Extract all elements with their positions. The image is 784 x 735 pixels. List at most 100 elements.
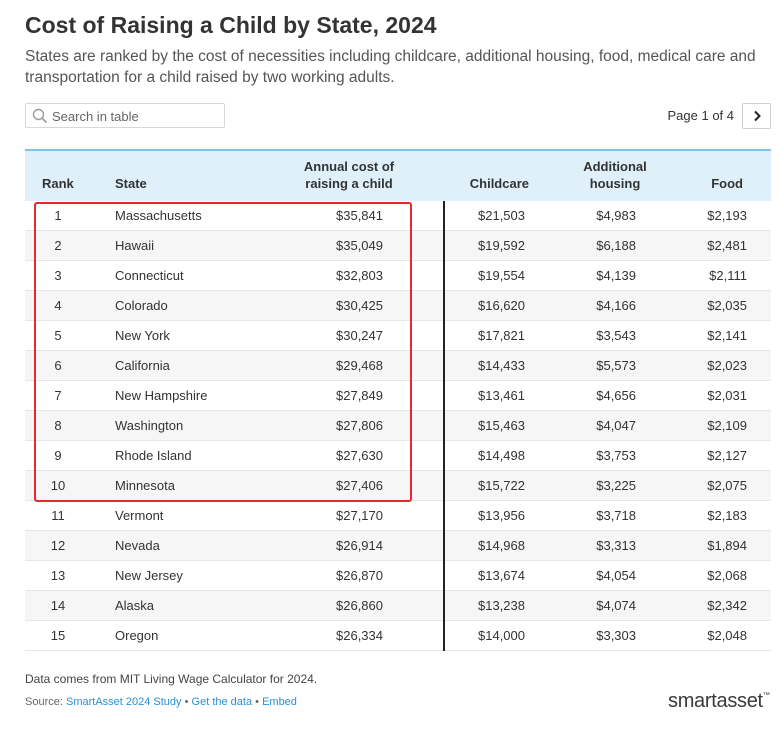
search-input[interactable] xyxy=(52,107,222,125)
column-header-rank[interactable]: Rank xyxy=(42,176,74,191)
cell-additional-housing: $4,139 xyxy=(571,268,636,283)
cell-food: $2,048 xyxy=(685,628,747,643)
cell-annual-cost: $27,849 xyxy=(315,388,383,403)
cell-annual-cost-text: $35,049 xyxy=(336,238,383,253)
source-separator: • xyxy=(184,696,189,708)
get-data-link[interactable]: Get the data xyxy=(191,696,253,708)
cell-childcare-text: $17,821 xyxy=(478,328,525,343)
cell-annual-cost: $27,630 xyxy=(315,448,383,463)
column-header-food[interactable]: Food xyxy=(711,176,743,191)
source-study-link[interactable]: SmartAsset 2024 Study xyxy=(65,696,182,708)
cell-annual-cost: $30,247 xyxy=(315,328,383,343)
cell-childcare-text: $14,000 xyxy=(478,628,525,643)
cell-additional-housing-text: $3,718 xyxy=(596,508,636,523)
source-prefix: Source: xyxy=(25,696,63,708)
cell-state-text: Washington xyxy=(115,418,184,433)
table-row: 8 Washington $27,806 $15,463 $4,047 $2,109 xyxy=(25,411,771,441)
table-row: 5 New York $30,247 $17,821 $3,543 $2,141 xyxy=(25,321,771,351)
cell-childcare: $14,968 xyxy=(455,538,525,553)
cell-annual-cost-text: $29,468 xyxy=(336,358,383,373)
table-row: 1 Massachusetts $35,841 $21,503 $4,983 $2,193 xyxy=(25,201,771,231)
cell-additional-housing: $4,047 xyxy=(571,418,636,433)
logo-trademark: ™ xyxy=(762,692,770,699)
cell-annual-cost-text: $26,860 xyxy=(336,598,383,613)
cell-additional-housing-text: $3,303 xyxy=(596,628,636,643)
cell-food-text: $2,109 xyxy=(707,418,747,433)
cell-additional-housing: $3,313 xyxy=(571,538,636,553)
cell-state-text: Vermont xyxy=(115,508,164,523)
cell-childcare: $19,554 xyxy=(455,268,525,283)
cell-food-text: $2,075 xyxy=(707,478,747,493)
cell-rank-text: 15 xyxy=(50,628,66,643)
cell-childcare: $17,821 xyxy=(455,328,525,343)
cell-rank-text: 14 xyxy=(50,598,66,613)
cell-state-text: Oregon xyxy=(115,628,159,643)
cell-rank-text: 4 xyxy=(54,298,62,313)
cell-childcare-text: $15,722 xyxy=(478,478,525,493)
cell-rank-text: 2 xyxy=(54,238,62,253)
cell-state: Oregon xyxy=(115,628,158,643)
cell-state: Vermont xyxy=(115,508,163,523)
cell-additional-housing: $4,054 xyxy=(571,568,636,583)
cell-annual-cost-text: $30,247 xyxy=(336,328,383,343)
cell-food-text: $2,023 xyxy=(707,358,747,373)
cell-childcare-text: $19,592 xyxy=(478,238,525,253)
column-header-annual-cost[interactable]: Annual cost of raising a child xyxy=(303,159,395,191)
cell-state-text: Minnesota xyxy=(115,478,175,493)
cell-state: Nevada xyxy=(115,538,160,553)
search-box[interactable] xyxy=(25,103,225,128)
cell-rank-text: 6 xyxy=(54,358,62,373)
column-header-childcare[interactable]: Childcare xyxy=(469,176,529,191)
table-row: 7 New Hampshire $27,849 $13,461 $4,656 $2,031 xyxy=(25,381,771,411)
cell-additional-housing: $4,983 xyxy=(571,208,636,223)
cell-additional-housing: $3,225 xyxy=(571,478,636,493)
cell-annual-cost: $27,806 xyxy=(315,418,383,433)
table-row: 4 Colorado $30,425 $16,620 $4,166 $2,035 xyxy=(25,291,771,321)
cell-rank-text: 7 xyxy=(54,388,62,403)
cell-state: Washington xyxy=(115,418,183,433)
cell-childcare-text: $13,238 xyxy=(478,598,525,613)
cell-additional-housing: $3,718 xyxy=(571,508,636,523)
next-page-button[interactable] xyxy=(742,103,771,129)
cell-state-text: Colorado xyxy=(115,298,168,313)
embed-link[interactable]: Embed xyxy=(262,696,297,708)
cell-annual-cost: $26,860 xyxy=(315,598,383,613)
cell-childcare: $14,433 xyxy=(455,358,525,373)
cell-rank-text: 9 xyxy=(54,448,62,463)
cell-state: Rhode Island xyxy=(115,448,192,463)
cell-childcare: $14,498 xyxy=(455,448,525,463)
cell-state-text: New Jersey xyxy=(115,568,183,583)
logo-text: smartasset xyxy=(668,690,763,712)
cell-additional-housing-text: $4,166 xyxy=(596,298,636,313)
cell-food: $2,035 xyxy=(685,298,747,313)
cell-additional-housing-text: $3,225 xyxy=(596,478,636,493)
cell-state-text: Nevada xyxy=(115,538,160,553)
cell-food: $2,481 xyxy=(685,238,747,253)
cell-food: $2,068 xyxy=(685,568,747,583)
cell-additional-housing-text: $3,543 xyxy=(596,328,636,343)
cell-state: California xyxy=(115,358,170,373)
table-row: 14 Alaska $26,860 $13,238 $4,074 $2,342 xyxy=(25,591,771,621)
cell-childcare: $19,592 xyxy=(455,238,525,253)
cell-state: Hawaii xyxy=(115,238,154,253)
cell-food-text: $2,048 xyxy=(707,628,747,643)
cell-rank-text: 11 xyxy=(51,508,65,523)
cell-additional-housing-text: $4,139 xyxy=(596,268,636,283)
cell-state: New York xyxy=(115,328,170,343)
chevron-right-icon xyxy=(753,110,761,122)
cell-food: $2,127 xyxy=(685,448,747,463)
cell-state-text: New Hampshire xyxy=(115,388,208,403)
column-header-state[interactable]: State xyxy=(115,176,147,191)
cell-food: $2,111 xyxy=(685,268,747,283)
table-row: 3 Connecticut $32,803 $19,554 $4,139 $2,111 xyxy=(25,261,771,291)
cell-food-text: $2,127 xyxy=(707,448,747,463)
cell-annual-cost-text: $27,630 xyxy=(336,448,383,463)
column-header-additional-housing[interactable]: Additional housing xyxy=(583,159,647,191)
cell-additional-housing-text: $4,054 xyxy=(596,568,636,583)
cell-food-text: $2,141 xyxy=(707,328,747,343)
cell-annual-cost: $26,870 xyxy=(315,568,383,583)
cell-additional-housing-text: $5,573 xyxy=(596,358,636,373)
cell-annual-cost-text: $32,803 xyxy=(336,268,383,283)
cell-additional-housing: $6,188 xyxy=(571,238,636,253)
cell-childcare-text: $13,461 xyxy=(478,388,525,403)
